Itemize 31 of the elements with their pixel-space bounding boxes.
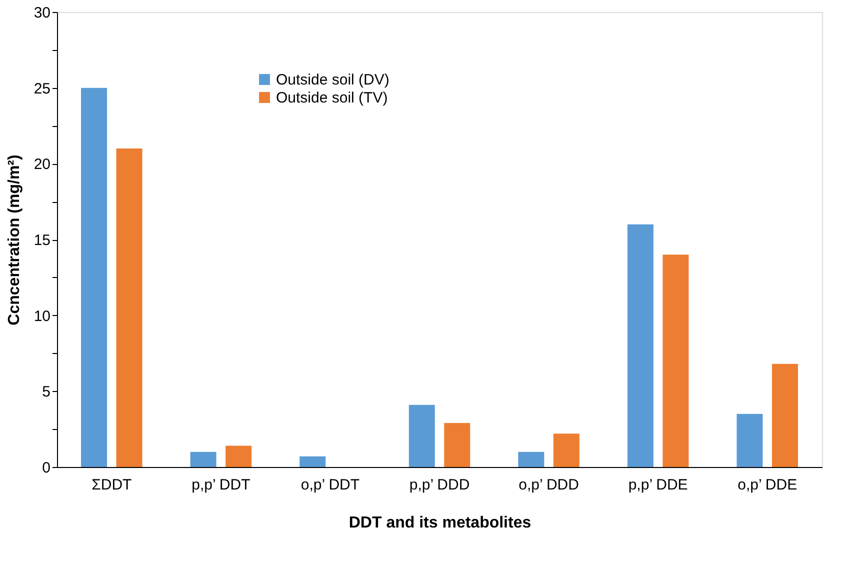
bar — [300, 456, 326, 467]
x-tick-label: ΣDDT — [92, 476, 132, 494]
bar — [444, 423, 470, 467]
bar — [190, 452, 216, 467]
x-tick-label: o,p’ DDD — [518, 476, 580, 494]
bar — [627, 224, 654, 467]
legend-label: Outside soil (DV) — [276, 72, 390, 88]
y-tick-label: 25 — [34, 80, 50, 98]
bar — [518, 452, 544, 467]
bar — [81, 88, 108, 467]
x-tick-label: p,p’ DDT — [192, 476, 250, 494]
bar — [662, 254, 689, 467]
y-tick-label: 5 — [42, 384, 50, 401]
bar — [553, 434, 580, 467]
bar — [116, 148, 142, 467]
x-tick-label: p,p’ DDE — [628, 476, 688, 494]
x-tick-label: o,p’ DDE — [738, 476, 798, 494]
y-tick-label: 15 — [34, 232, 50, 249]
legend-label: Outside soil (TV) — [276, 90, 388, 106]
bar — [772, 364, 798, 467]
y-tick-label: 0 — [42, 460, 50, 476]
x-tick-label: o,p’ DDT — [300, 476, 360, 494]
bar — [736, 414, 763, 467]
y-tick-label: 20 — [34, 156, 50, 174]
x-axis-title: DDT and its metabolites — [348, 514, 532, 532]
y-tick-label: 10 — [34, 308, 50, 325]
y-axis-title: Ccncentration (mg/m²) — [6, 154, 23, 326]
bar — [408, 404, 435, 467]
y-tick-label: 30 — [34, 4, 50, 22]
bar — [226, 446, 252, 467]
x-tick-label: p,p’ DDD — [409, 476, 470, 494]
